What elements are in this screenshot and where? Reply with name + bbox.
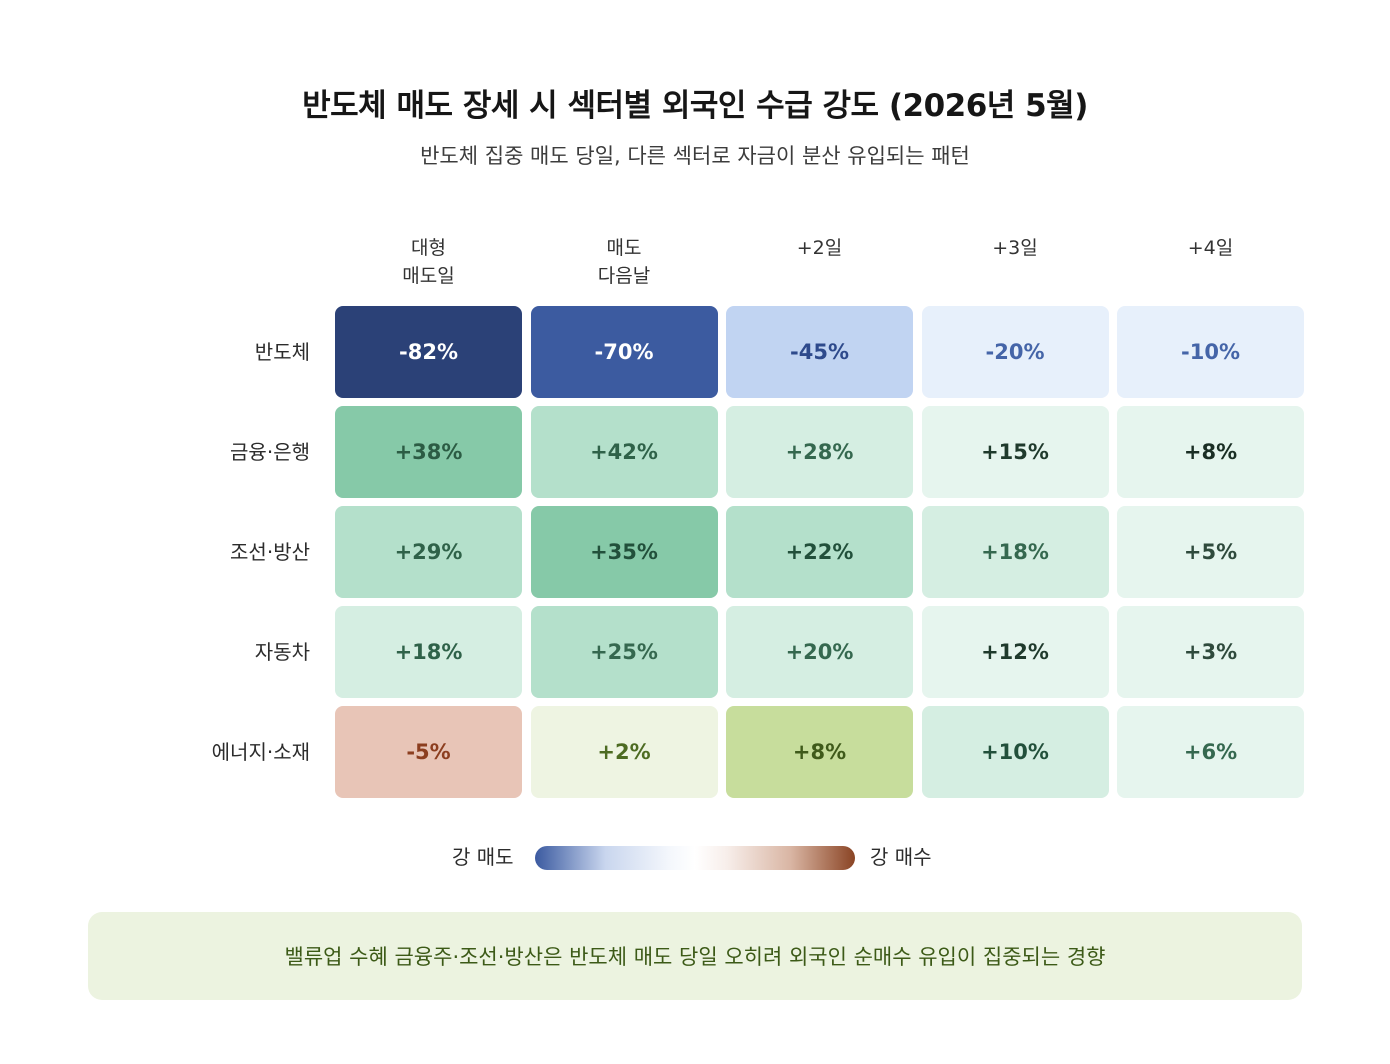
row-label: 에너지·소재 — [211, 740, 310, 764]
heatmap-cell: +18% — [335, 606, 522, 698]
heatmap-cell: -10% — [1117, 306, 1304, 398]
heatmap-cell: +10% — [921, 706, 1109, 798]
column-header: +3일 — [992, 237, 1038, 259]
legend-right-label: 강 매수 — [870, 845, 932, 869]
column-header: 매도 다음날 — [597, 237, 651, 287]
heatmap-cell: +18% — [921, 506, 1109, 598]
heatmap-cell: +35% — [530, 506, 718, 598]
heatmap-cell: -45% — [726, 306, 913, 398]
heatmap-cell: +25% — [530, 606, 718, 698]
heatmap-cell: +5% — [1117, 506, 1304, 598]
heatmap-cell: -20% — [921, 306, 1109, 398]
column-header: +2일 — [796, 237, 843, 259]
heatmap-cell: +38% — [335, 406, 522, 498]
chart-subtitle: 반도체 집중 매도 당일, 다른 섹터로 자금이 분산 유입되는 패턴 — [420, 144, 970, 168]
chart-title: 반도체 매도 장세 시 섹터별 외국인 수급 강도 (2026년 5월) — [302, 88, 1088, 124]
row-label: 금융·은행 — [230, 440, 310, 464]
heatmap-cell: +6% — [1117, 706, 1304, 798]
column-header: 대형 매도일 — [402, 237, 455, 287]
legend-gradient-bar — [535, 846, 855, 870]
heatmap-cell: +2% — [530, 706, 718, 798]
heatmap-cell: +8% — [1117, 406, 1304, 498]
heatmap-cell: +15% — [921, 406, 1109, 498]
row-label: 자동차 — [254, 640, 310, 664]
row-label: 반도체 — [254, 340, 310, 364]
heatmap-cell: -70% — [530, 306, 718, 398]
heatmap-cell: +28% — [726, 406, 913, 498]
heatmap-cell: +3% — [1117, 606, 1304, 698]
heatmap-cell: +29% — [335, 506, 522, 598]
heatmap-cell: -82% — [335, 306, 522, 398]
heatmap-cell: -5% — [335, 706, 522, 798]
row-label: 조선·방산 — [230, 540, 310, 564]
legend-left-label: 강 매도 — [452, 845, 514, 869]
heatmap-cell: +20% — [726, 606, 913, 698]
heatmap-cell: +42% — [530, 406, 718, 498]
insight-note: 밸류업 수혜 금융주·조선·방산은 반도체 매도 당일 오히려 외국인 순매수 … — [88, 912, 1302, 1000]
heatmap-cell: +12% — [921, 606, 1109, 698]
heatmap-cell: +8% — [726, 706, 913, 798]
heatmap-cell: +22% — [726, 506, 913, 598]
column-header: +4일 — [1187, 237, 1234, 259]
